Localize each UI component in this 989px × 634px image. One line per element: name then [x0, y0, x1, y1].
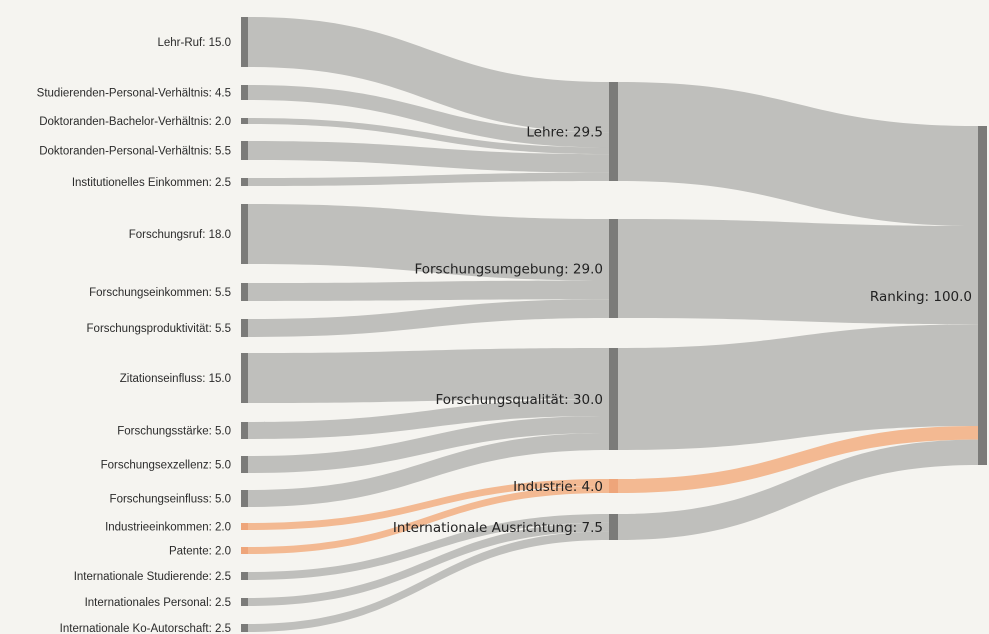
- link-lehre-ranking: [618, 82, 978, 227]
- node-f_prod: [241, 319, 248, 337]
- link-int_ko: [248, 531, 609, 632]
- label-fqual: Forschungsqualität: 30.0: [436, 392, 603, 408]
- node-dok_bach: [241, 118, 248, 124]
- node-fumg: [609, 219, 618, 318]
- link-f_eink: [248, 280, 609, 301]
- node-int_stud: [241, 572, 248, 580]
- node-ind_eink: [241, 523, 248, 530]
- node-f_exz: [241, 456, 248, 473]
- node-intl: [609, 514, 618, 540]
- node-inst_eink: [241, 178, 248, 186]
- label-f_ruf: Forschungsruf: 18.0: [129, 229, 231, 241]
- label-stud_pers: Studierenden-Personal-Verhältnis: 4.5: [37, 88, 231, 100]
- nodes-layer: [241, 17, 987, 632]
- label-lehre: Lehre: 29.5: [526, 125, 603, 141]
- node-int_ko: [241, 624, 248, 632]
- label-ind: Industrie: 4.0: [513, 479, 603, 495]
- link-int_stud: [248, 514, 609, 580]
- link-inst_eink: [248, 172, 609, 186]
- node-ind: [609, 479, 618, 493]
- label-f_staerke: Forschungsstärke: 5.0: [117, 426, 231, 438]
- link-fumg-ranking: [618, 219, 978, 325]
- label-zit: Zitationseinfluss: 15.0: [120, 373, 231, 385]
- node-fqual: [609, 348, 618, 450]
- link-f_einfl: [248, 433, 609, 507]
- node-lehre: [609, 82, 618, 181]
- label-int_stud: Internationale Studierende: 2.5: [74, 571, 231, 583]
- label-f_prod: Forschungsproduktivität: 5.5: [87, 323, 231, 335]
- node-ranking: [978, 126, 987, 465]
- label-f_einfl: Forschungseinfluss: 5.0: [110, 494, 231, 506]
- link-f_prod: [248, 299, 609, 337]
- label-fumg: Forschungsumgebung: 29.0: [414, 262, 603, 278]
- link-dok_bach: [248, 118, 609, 155]
- label-int_ko: Internationale Ko-Autorschaft: 2.5: [60, 623, 231, 634]
- link-dok_pers: [248, 141, 609, 173]
- label-lehr_ruf: Lehr-Ruf: 15.0: [157, 37, 231, 49]
- link-patente: [248, 486, 609, 554]
- node-zit: [241, 353, 248, 403]
- link-stud_pers: [248, 85, 609, 148]
- node-stud_pers: [241, 85, 248, 100]
- link-intl-ranking: [618, 439, 978, 540]
- label-intl: Internationale Ausrichtung: 7.5: [393, 520, 603, 536]
- link-int_pers: [248, 522, 609, 606]
- node-lehr_ruf: [241, 17, 248, 67]
- label-f_eink: Forschungseinkommen: 5.5: [89, 287, 231, 299]
- link-lehr_ruf: [248, 17, 609, 133]
- node-f_einfl: [241, 490, 248, 507]
- label-dok_pers: Doktoranden-Personal-Verhältnis: 5.5: [39, 146, 231, 158]
- label-dok_bach: Doktoranden-Bachelor-Verhältnis: 2.0: [39, 116, 231, 128]
- link-ind-ranking: [618, 426, 978, 493]
- link-f_ruf: [248, 204, 609, 281]
- label-inst_eink: Institutionelles Einkommen: 2.5: [72, 177, 231, 189]
- node-dok_pers: [241, 141, 248, 160]
- link-fqual-ranking: [618, 324, 978, 450]
- labels-layer: Lehr-Ruf: 15.0 Studierenden-Personal-Verh…: [37, 37, 972, 634]
- node-int_pers: [241, 598, 248, 606]
- link-f_exz: [248, 416, 609, 473]
- links-layer: [248, 17, 978, 632]
- label-f_exz: Forschungsexzellenz: 5.0: [101, 460, 231, 472]
- link-zit: [248, 348, 609, 403]
- node-f_eink: [241, 283, 248, 301]
- label-ranking: Ranking: 100.0: [870, 289, 972, 305]
- link-f_staerke: [248, 399, 609, 439]
- link-ind_eink: [248, 479, 609, 530]
- node-patente: [241, 547, 248, 554]
- node-f_staerke: [241, 422, 248, 439]
- label-patente: Patente: 2.0: [169, 546, 231, 558]
- label-int_pers: Internationales Personal: 2.5: [85, 597, 231, 609]
- label-ind_eink: Industrieeinkommen: 2.0: [105, 522, 231, 534]
- node-f_ruf: [241, 204, 248, 264]
